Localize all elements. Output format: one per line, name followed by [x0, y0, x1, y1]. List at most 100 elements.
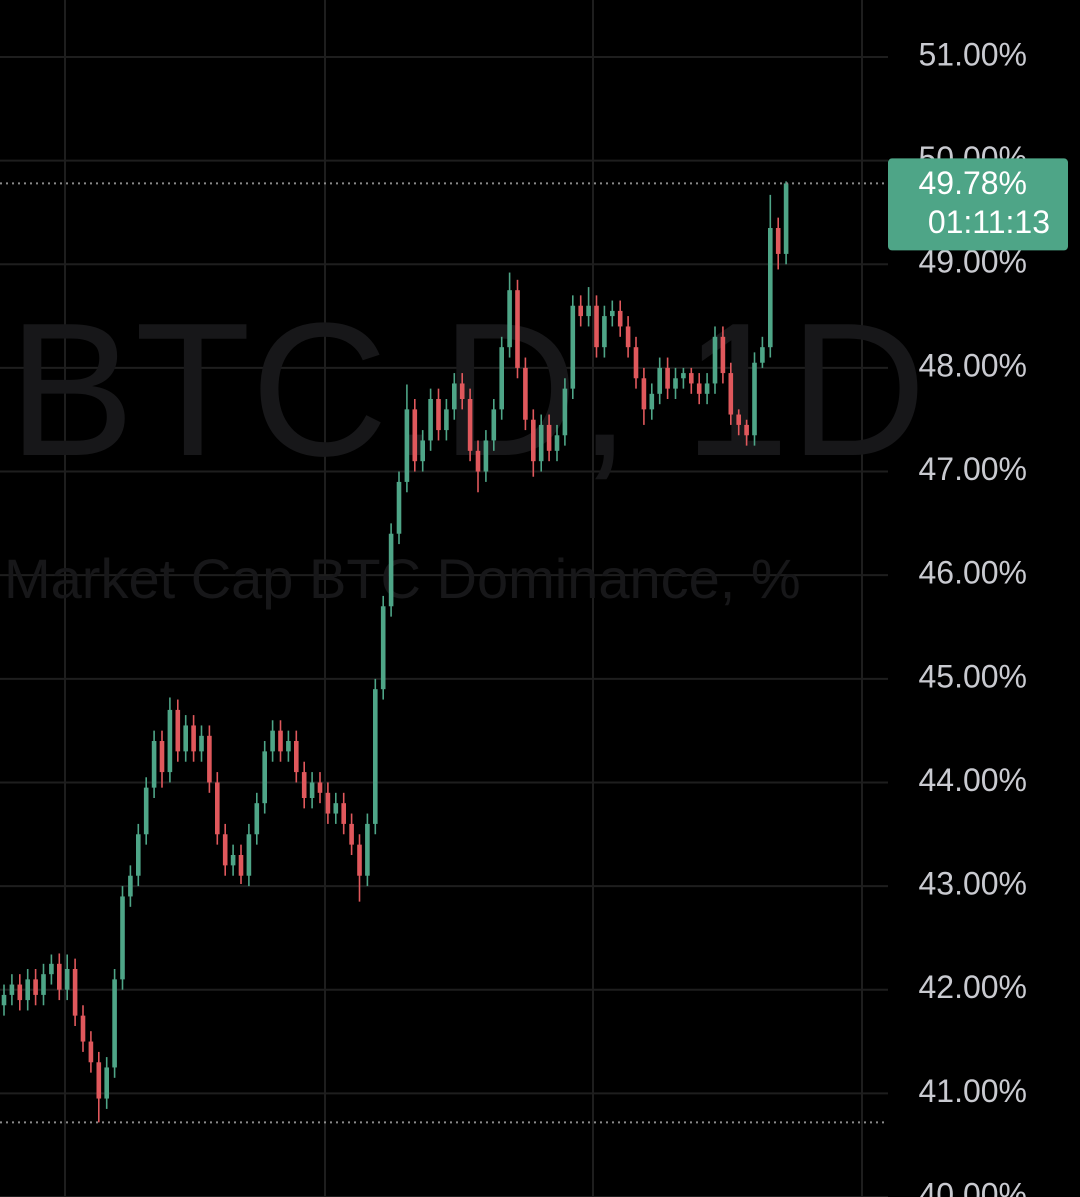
candle-body [554, 435, 560, 451]
candle-body [380, 606, 386, 690]
candle-body [428, 399, 433, 441]
y-tick-label: 40.00% [918, 1176, 1027, 1197]
y-tick-label: 51.00% [918, 36, 1027, 72]
candle-body [633, 347, 639, 379]
candle-body [475, 450, 481, 472]
candles [0, 181, 888, 1124]
candle-body [17, 984, 23, 1001]
candle-body [341, 803, 346, 824]
candle-body [41, 974, 46, 995]
candle-body [665, 367, 670, 389]
candle-body [570, 305, 576, 389]
candle-body [278, 730, 283, 752]
candle-body [602, 316, 607, 348]
candle-body [578, 305, 583, 317]
candle-body [294, 741, 299, 773]
y-tick-label: 48.00% [918, 347, 1027, 383]
y-tick-label: 42.00% [918, 969, 1027, 1005]
candle-body [49, 963, 54, 975]
candle-body [199, 735, 204, 752]
candle-body [452, 383, 457, 410]
candle-body [436, 399, 441, 431]
candle-body [88, 1041, 94, 1063]
candle-body [357, 844, 362, 876]
candle-body [467, 399, 473, 451]
candle-body [373, 689, 378, 824]
candle-body [96, 1062, 102, 1099]
y-tick-label: 44.00% [918, 762, 1027, 798]
price-label-box [888, 158, 1068, 251]
candle-body [594, 305, 599, 348]
candle-body [25, 979, 30, 1001]
y-tick-label: 41.00% [918, 1073, 1027, 1109]
candle-body [617, 310, 623, 327]
candle-body [270, 730, 275, 752]
candle-body [444, 409, 449, 431]
candle-body [483, 440, 489, 472]
candle-body [610, 310, 615, 317]
candle-body [523, 367, 528, 420]
candle-body [104, 1067, 109, 1099]
candle-body [112, 979, 117, 1068]
candle-body [712, 336, 718, 384]
candle-body [238, 855, 244, 876]
candle-body [388, 533, 394, 607]
candle-body [491, 409, 497, 441]
candle-body [420, 440, 425, 462]
candle-body [396, 481, 402, 534]
candle-body [404, 409, 410, 482]
candle-body [191, 725, 196, 752]
candle-body [689, 373, 694, 384]
candle-body [720, 336, 726, 374]
candle-body [507, 290, 512, 348]
candle-body [309, 782, 315, 798]
watermark-symbol: BTC.D, 1D [8, 284, 926, 496]
candle-body [783, 183, 789, 254]
candle-body [9, 984, 15, 995]
candle-body [230, 855, 236, 866]
candle-body [641, 378, 647, 410]
candle-body [412, 409, 418, 462]
candle-body [775, 228, 781, 254]
candle-body [499, 347, 504, 410]
candle-body [167, 709, 173, 773]
candle-body [286, 741, 291, 752]
candle-body [325, 792, 331, 814]
candle-body [696, 383, 702, 394]
candle-body [657, 367, 662, 394]
candle-body [317, 782, 323, 793]
candle-body [625, 326, 631, 348]
candle-body [586, 305, 591, 317]
candle-body [649, 393, 655, 410]
candle-body [546, 424, 552, 451]
candle-body [57, 963, 62, 990]
candle-body [301, 772, 307, 798]
candle-body [215, 782, 220, 835]
candle-body [246, 834, 252, 876]
candle-body [33, 979, 38, 995]
candle-body [728, 373, 734, 415]
candle-body [159, 741, 165, 773]
candle-body [128, 875, 133, 897]
candle-body [143, 787, 149, 835]
candle-body [207, 735, 212, 783]
candle-body [515, 290, 520, 368]
countdown: 01:11:13 [928, 204, 1050, 240]
candle-body [151, 741, 157, 788]
y-tick-label: 46.00% [918, 555, 1027, 591]
candle-body [72, 969, 78, 1016]
candle-body [365, 823, 370, 876]
candle-body [222, 834, 228, 866]
candle-body [262, 751, 267, 804]
candle-body [349, 823, 354, 845]
y-tick-label: 47.00% [918, 451, 1027, 487]
candle-body [531, 419, 536, 462]
candle-body [254, 803, 260, 835]
candle-body [744, 424, 749, 436]
candle-body [538, 424, 544, 462]
candle-body [704, 383, 710, 394]
candle-body [136, 834, 141, 876]
last-price-label: 49.78% [918, 165, 1027, 201]
candle-body [64, 969, 70, 990]
